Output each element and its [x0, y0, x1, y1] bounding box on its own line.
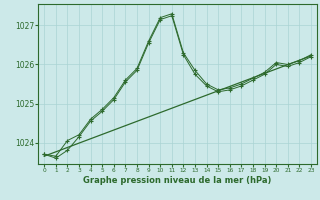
X-axis label: Graphe pression niveau de la mer (hPa): Graphe pression niveau de la mer (hPa) [84, 176, 272, 185]
